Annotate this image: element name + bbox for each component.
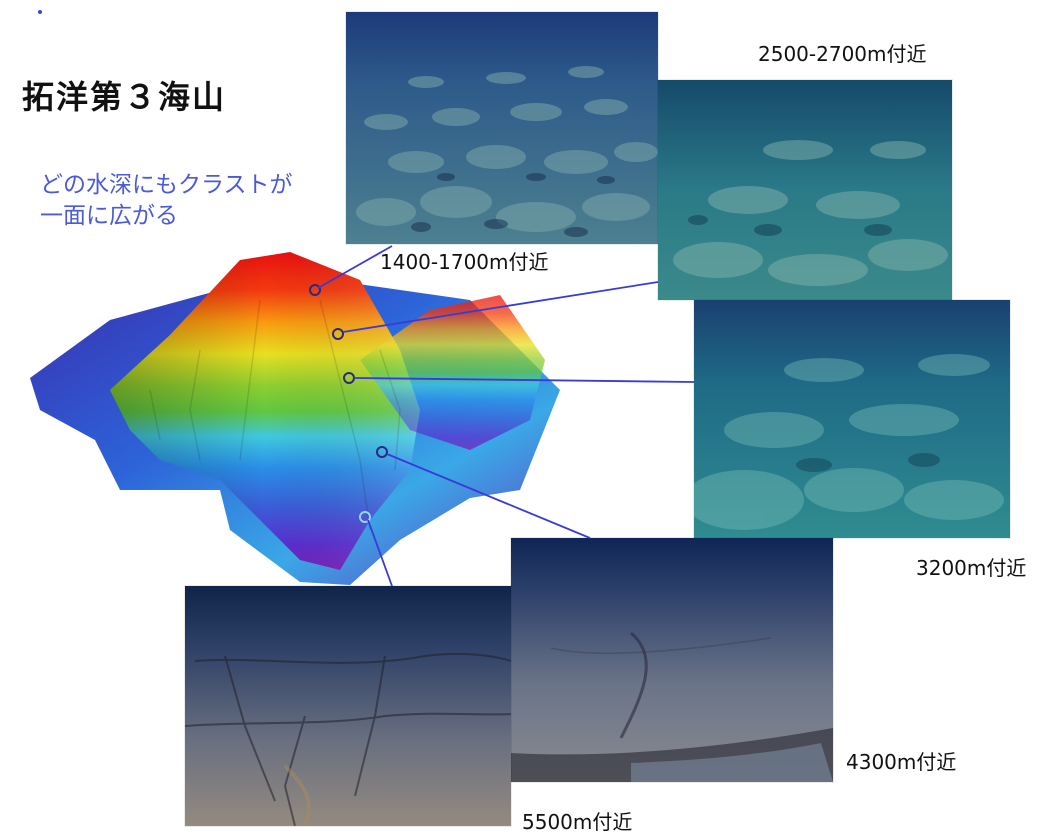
- slide-title: 拓洋第３海山: [22, 78, 227, 116]
- sample-point-4: [376, 446, 388, 458]
- seamount-3d-map: [30, 252, 560, 585]
- seafloor-photo-4300m: [511, 538, 833, 782]
- depth-label-5500m: 5500m付近: [522, 810, 633, 834]
- sample-point-5: [359, 511, 371, 523]
- depth-label-4300m: 4300m付近: [846, 750, 957, 774]
- depth-label-2500-2700m: 2500-2700m付近: [758, 42, 927, 66]
- corner-dot: [38, 10, 42, 14]
- depth-label-1400-1700m: 1400-1700m付近: [380, 250, 549, 274]
- sample-point-1: [309, 284, 321, 296]
- slide-subtitle: どの水深にもクラストが一面に広がる: [40, 172, 293, 229]
- seafloor-photo-1400-1700m: [346, 12, 658, 244]
- depth-label-3200m: 3200m付近: [916, 556, 1027, 580]
- seafloor-photo-2500-2700m: [658, 80, 952, 300]
- sample-point-2: [332, 328, 344, 340]
- seafloor-photo-5500m: [185, 586, 511, 826]
- seafloor-photo-3200m: [694, 300, 1010, 538]
